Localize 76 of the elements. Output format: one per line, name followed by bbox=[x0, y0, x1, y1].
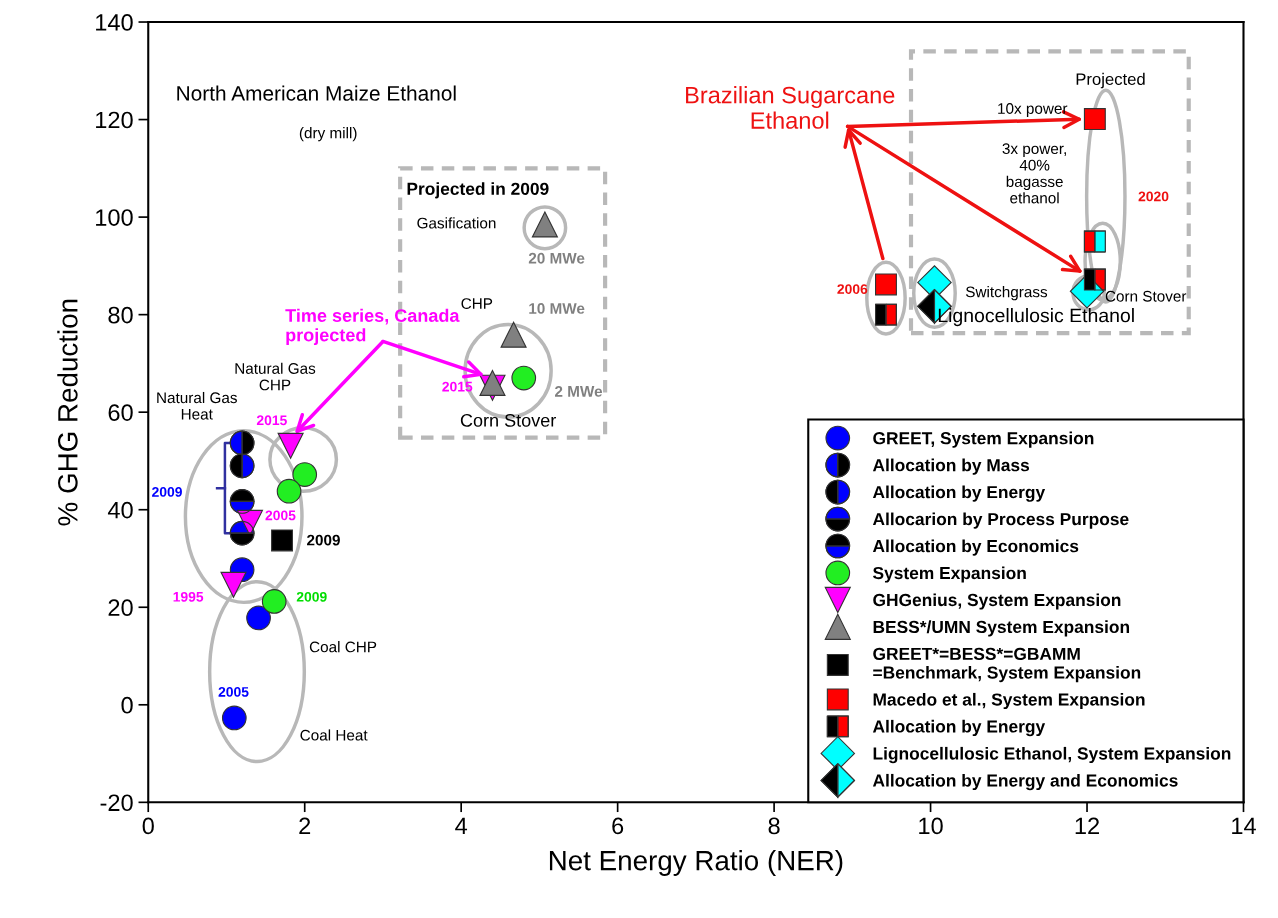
annotation: Coal Heat bbox=[300, 729, 368, 741]
y-axis-title: % GHG Reduction bbox=[57, 299, 78, 526]
point bbox=[292, 462, 318, 487]
y-tick-label: 120 bbox=[96, 111, 133, 129]
annotation: 2 MWe bbox=[555, 385, 603, 397]
annotation: 2005 bbox=[218, 686, 249, 697]
legend-label: Allocation by Energy bbox=[872, 719, 1046, 737]
point bbox=[511, 365, 537, 391]
x-tick-label: 4 bbox=[455, 817, 468, 835]
legend-label: Allocation by Economics bbox=[872, 539, 1079, 556]
point bbox=[221, 705, 247, 731]
y-tick-label: 0 bbox=[121, 696, 133, 714]
legend-label: Allocation by Energy and Economics bbox=[872, 773, 1178, 791]
annotation: (dry mill) bbox=[299, 127, 357, 142]
y-tick-label: 100 bbox=[96, 209, 133, 226]
legend-label: Lignocellulosic Ethanol, System Expansion bbox=[873, 746, 1231, 764]
y-tick-label: 60 bbox=[108, 404, 133, 421]
point bbox=[277, 432, 304, 459]
annotation: 2006 bbox=[837, 284, 868, 294]
x-tick-label: 14 bbox=[1232, 817, 1256, 835]
legend-label: Macedo et al., System Expansion bbox=[873, 692, 1145, 710]
annotation: Lignocellulosic Ethanol bbox=[938, 308, 1134, 327]
annotation: 10 MWe bbox=[529, 303, 585, 314]
annotation: Corn Stover bbox=[460, 414, 556, 427]
point bbox=[276, 478, 302, 504]
y-tick-label: 40 bbox=[107, 501, 133, 519]
point bbox=[261, 589, 287, 614]
x-tick-label: 2 bbox=[299, 817, 311, 835]
x-tick-label: 10 bbox=[919, 817, 943, 835]
annotation: Gasification bbox=[417, 217, 496, 229]
legend-label: Allocation by Energy bbox=[872, 485, 1046, 502]
legend-label: BESS*/UMN System Expansion bbox=[873, 620, 1130, 637]
point bbox=[875, 273, 897, 296]
annotation: Projected bbox=[1076, 72, 1145, 89]
point bbox=[1083, 108, 1106, 131]
annotation: Switchgrass bbox=[965, 286, 1048, 301]
annotation: 1995 bbox=[173, 591, 204, 602]
point bbox=[271, 529, 293, 552]
legend-label: GREET, System Expansion bbox=[873, 431, 1094, 448]
annotation: Brazilian Sugarcane Ethanol bbox=[686, 86, 895, 129]
annotation: 2020 bbox=[1138, 191, 1169, 202]
legend-label: Allocation by Mass bbox=[872, 458, 1030, 475]
y-tick-label: 80 bbox=[108, 306, 133, 324]
legend-label: GREET*=BESS*=GBAMM =Benchmark, System Expansion bbox=[873, 647, 1141, 683]
y-tick-label: 140 bbox=[96, 14, 133, 31]
annotation: Natural Gas Heat bbox=[157, 391, 237, 420]
annotation: 10x power bbox=[998, 103, 1068, 117]
annotation: 2009 bbox=[296, 591, 327, 602]
annotation: Time series, Canada projected bbox=[285, 308, 460, 345]
annotation: 2009 bbox=[307, 534, 340, 546]
annotation: 2015 bbox=[256, 415, 287, 426]
x-axis-title: Net Energy Ratio (NER) bbox=[549, 850, 843, 876]
legend-label: System Expansion bbox=[873, 566, 1026, 583]
annotation: Projected in 2009 bbox=[407, 182, 549, 199]
y-tick-label: 20 bbox=[108, 599, 133, 617]
x-tick-label: 12 bbox=[1075, 817, 1099, 835]
annotation: 2015 bbox=[442, 381, 473, 392]
annotation: 2005 bbox=[265, 510, 296, 521]
annotation: 3x power, 40% bagasse ethanol bbox=[1002, 143, 1066, 204]
legend-label: Allocarion by Process Purpose bbox=[872, 512, 1129, 529]
point bbox=[479, 369, 506, 396]
annotation: North American Maize Ethanol bbox=[177, 85, 456, 101]
legend-label: GHGenius, System Expansion bbox=[873, 593, 1121, 610]
point bbox=[500, 321, 527, 348]
x-tick-label: 8 bbox=[768, 817, 780, 835]
annotation: Natural Gas CHP bbox=[235, 362, 316, 391]
x-tick-label: 0 bbox=[142, 817, 154, 835]
annotation: 2009 bbox=[152, 487, 182, 497]
annotation: Coal CHP bbox=[309, 641, 377, 653]
annotation: CHP bbox=[461, 298, 493, 309]
y-tick-label: -20 bbox=[100, 794, 133, 812]
point bbox=[220, 571, 247, 598]
annotation: Corn Stover bbox=[1105, 290, 1187, 302]
x-tick-label: 6 bbox=[612, 817, 624, 835]
annotation: 20 MWe bbox=[528, 252, 585, 264]
point bbox=[246, 605, 271, 631]
